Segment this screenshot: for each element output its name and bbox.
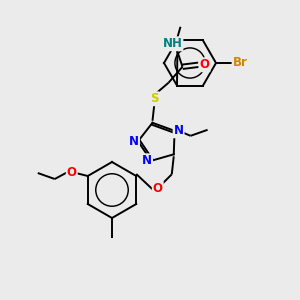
Text: O: O	[200, 58, 209, 71]
Text: S: S	[150, 92, 159, 105]
Text: O: O	[153, 182, 163, 195]
Text: N: N	[174, 124, 184, 137]
Text: Br: Br	[232, 56, 247, 70]
Text: N: N	[129, 135, 139, 148]
Text: N: N	[142, 154, 152, 167]
Text: NH: NH	[163, 37, 182, 50]
Text: O: O	[67, 166, 77, 178]
